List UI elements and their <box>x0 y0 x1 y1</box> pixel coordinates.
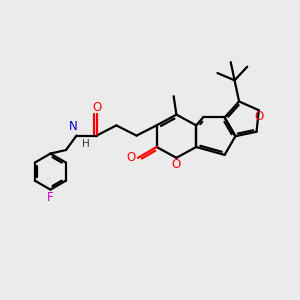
Text: O: O <box>254 110 263 123</box>
Text: O: O <box>93 101 102 114</box>
Text: N: N <box>69 120 78 133</box>
Text: O: O <box>127 151 136 164</box>
Text: O: O <box>172 158 181 171</box>
Text: F: F <box>47 190 54 204</box>
Text: H: H <box>82 139 90 148</box>
